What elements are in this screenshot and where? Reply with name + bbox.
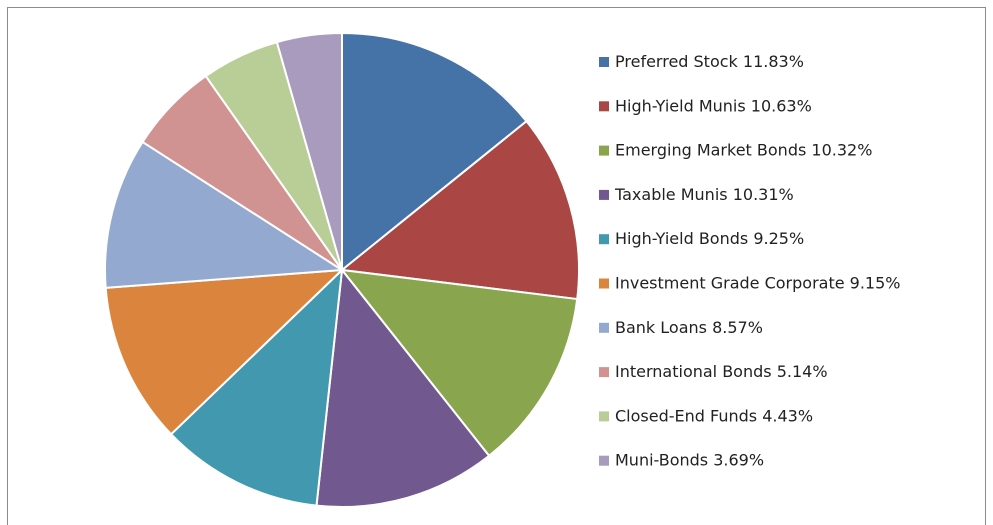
legend-swatch: [599, 322, 609, 333]
pie-slice: [341, 31, 528, 273]
legend-value: 3.69%: [713, 450, 764, 469]
legend-label: High-Yield Bonds 9.25%: [615, 229, 804, 248]
legend-name: International Bonds: [615, 362, 772, 381]
legend-swatch: [599, 57, 609, 67]
legend-swatch: [599, 145, 609, 156]
legend-value: 10.63%: [751, 96, 812, 115]
legend-swatch: [599, 101, 609, 112]
legend-value: 10.32%: [811, 140, 872, 159]
legend-swatch: [599, 189, 609, 200]
legend-value: 5.14%: [777, 362, 828, 381]
legend-swatch: [599, 367, 609, 378]
legend-swatch: [599, 278, 609, 289]
legend-label: High-Yield Munis 10.63%: [615, 96, 812, 115]
legend-name: Taxable Munis: [614, 184, 728, 203]
legend-label: Bank Loans 8.57%: [615, 317, 763, 336]
legend-name: High-Yield Munis: [615, 96, 746, 115]
pie: [104, 31, 580, 508]
pie-slice: [315, 267, 491, 508]
pie-slice: [275, 31, 343, 271]
legend-name: Emerging Market Bonds: [615, 140, 806, 159]
pie-slice: [339, 119, 580, 301]
pie-slice: [104, 140, 346, 289]
legend-value: 9.25%: [753, 229, 804, 248]
legend-name: Investment Grade Corporate: [615, 273, 845, 292]
legend-name: Preferred Stock: [615, 52, 739, 71]
legend-value: 4.43%: [762, 406, 813, 425]
legend-name: Closed-End Funds: [615, 406, 757, 425]
pie-slice: [104, 268, 345, 436]
legend-value: 10.31%: [733, 184, 794, 203]
legend-name: Bank Loans: [615, 317, 707, 336]
legend-label: Emerging Market Bonds 10.32%: [615, 140, 872, 159]
legend-value: 9.15%: [850, 273, 901, 292]
legend-name: Muni-Bonds: [615, 450, 708, 469]
legend-label: Investment Grade Corporate 9.15%: [615, 273, 900, 292]
legend-name: High-Yield Bonds: [615, 229, 748, 248]
legend-swatch: [599, 411, 609, 422]
legend-label: International Bonds 5.14%: [615, 362, 828, 381]
pie-slice: [339, 268, 579, 458]
legend-label: Muni-Bonds 3.69%: [615, 450, 764, 469]
legend-label: Taxable Munis 10.31%: [614, 184, 794, 203]
legend-value: 11.83%: [743, 52, 804, 71]
legend-swatch: [599, 234, 609, 245]
legend: Preferred Stock 11.83% High-Yield Munis 1…: [599, 52, 900, 469]
legend-label: Preferred Stock 11.83%: [615, 52, 804, 71]
legend-value: 8.57%: [712, 317, 763, 336]
legend-label: Closed-End Funds 4.43%: [615, 406, 813, 425]
legend-swatch: [599, 455, 609, 466]
pie-slice: [169, 267, 344, 507]
